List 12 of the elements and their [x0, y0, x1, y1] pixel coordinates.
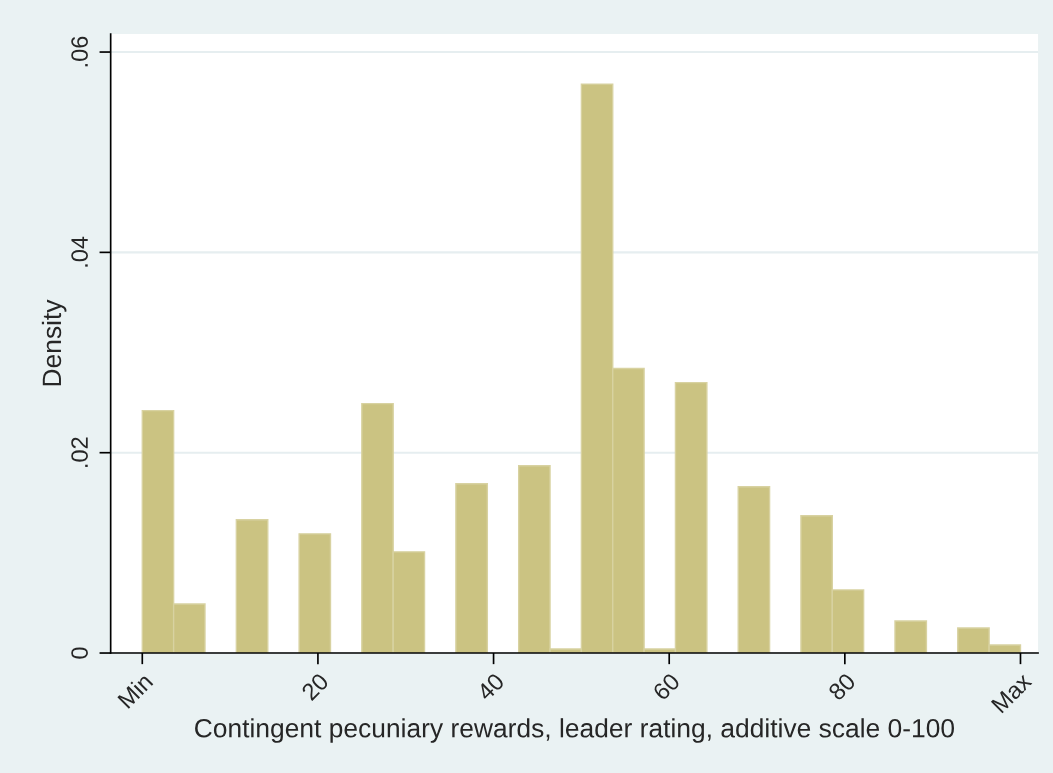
x-tick-label: 80: [827, 672, 857, 702]
x-axis-title: Contingent pecuniary rewards, leader rating, additive scale 0-100: [195, 718, 955, 743]
y-tick-label: 0: [71, 647, 88, 659]
y-tick-label: .02: [71, 437, 88, 467]
x-tick-label: Min: [116, 672, 154, 709]
x-tick-label: 40: [475, 672, 506, 702]
y-tick-label: .06: [71, 36, 88, 67]
y-axis-title: Density: [41, 299, 67, 386]
y-tick-label: .04: [71, 236, 88, 267]
x-tick-label: 60: [651, 672, 681, 702]
x-tick-label: 20: [300, 672, 330, 702]
x-tick-label: Max: [990, 671, 1033, 714]
